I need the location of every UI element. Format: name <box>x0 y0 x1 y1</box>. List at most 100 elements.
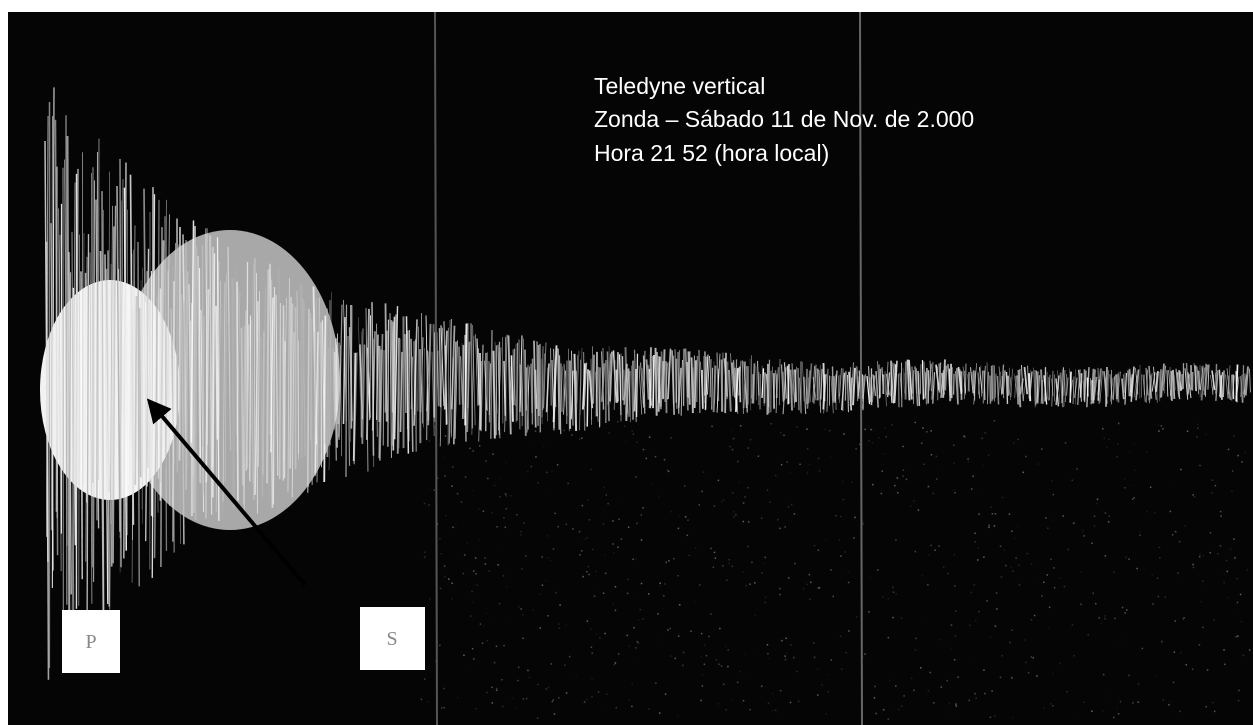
trace-stroke <box>988 526 990 529</box>
trace-stroke <box>1239 593 1242 596</box>
trace-stroke <box>769 501 771 504</box>
trace-stroke <box>586 537 588 539</box>
trace-stroke <box>552 548 555 550</box>
trace-stroke <box>1218 601 1220 603</box>
trace-stroke <box>1009 641 1011 644</box>
trace-stroke <box>808 573 811 576</box>
trace-stroke <box>664 362 669 403</box>
trace-stroke <box>216 237 220 521</box>
trace-stroke <box>245 324 250 471</box>
trace-stroke <box>1083 370 1087 403</box>
trace-stroke <box>1230 374 1232 400</box>
trace-stroke <box>1159 556 1161 559</box>
trace-stroke <box>812 365 815 403</box>
trace-stroke <box>428 504 430 506</box>
trace-stroke <box>488 363 491 415</box>
trace-stroke <box>495 687 498 690</box>
trace-stroke <box>1046 574 1049 576</box>
trace-stroke <box>466 665 469 668</box>
trace-stroke <box>209 235 213 515</box>
trace-stroke <box>96 152 99 521</box>
trace-stroke <box>700 655 703 658</box>
trace-stroke <box>572 528 574 530</box>
trace-stroke <box>604 572 607 575</box>
trace-stroke <box>532 609 534 611</box>
trace-stroke <box>1146 451 1148 453</box>
trace-stroke <box>606 693 608 695</box>
trace-stroke <box>877 569 879 571</box>
trace-stroke <box>602 523 605 525</box>
trace-stroke <box>1057 370 1061 405</box>
trace-stroke <box>382 350 385 446</box>
trace-stroke <box>1198 644 1201 646</box>
trace-stroke <box>198 267 201 458</box>
trace-stroke <box>950 647 952 649</box>
trace-stroke <box>754 614 757 616</box>
trace-stroke <box>1000 575 1003 578</box>
trace-stroke <box>782 367 787 415</box>
trace-stroke <box>1186 430 1189 432</box>
trace-stroke <box>569 654 572 656</box>
trace-stroke <box>1237 699 1240 702</box>
trace-stroke <box>1197 370 1201 390</box>
trace-stroke <box>624 440 627 443</box>
trace-stroke <box>779 527 781 530</box>
trace-stroke <box>988 524 990 527</box>
trace-stroke <box>1051 370 1054 407</box>
trace-stroke <box>518 605 520 608</box>
trace-stroke <box>665 561 667 564</box>
trace-stroke <box>853 537 855 539</box>
trace-stroke <box>928 425 931 428</box>
trace-stroke <box>1228 365 1231 399</box>
trace-stroke <box>178 227 181 461</box>
trace-stroke <box>604 511 607 514</box>
trace-stroke <box>485 460 487 462</box>
trace-stroke <box>1223 649 1225 651</box>
trace-stroke <box>604 632 606 635</box>
trace-stroke <box>1236 609 1238 611</box>
trace-stroke <box>1231 470 1234 472</box>
trace-stroke <box>451 598 454 600</box>
trace-stroke <box>450 325 456 410</box>
trace-stroke <box>1011 677 1013 679</box>
trace-stroke <box>795 426 798 428</box>
trace-stroke <box>488 570 490 572</box>
trace-stroke <box>521 338 524 427</box>
trace-stroke <box>690 357 694 414</box>
trace-stroke <box>843 433 845 435</box>
trace-stroke <box>637 642 639 644</box>
trace-stroke <box>628 645 630 648</box>
trace-stroke <box>270 297 274 453</box>
trace-stroke <box>1124 372 1128 405</box>
trace-stroke <box>739 425 742 427</box>
trace-stroke <box>806 583 808 586</box>
trace-stroke <box>881 470 883 472</box>
trace-stroke <box>1074 377 1078 398</box>
trace-stroke <box>897 708 900 711</box>
trace-stroke <box>1212 701 1214 704</box>
trace-stroke <box>208 236 212 476</box>
trace-stroke <box>588 573 590 576</box>
trace-stroke <box>1164 596 1167 599</box>
trace-stroke <box>728 558 730 561</box>
trace-stroke <box>1145 369 1148 403</box>
trace-stroke <box>1017 525 1019 528</box>
trace-stroke <box>279 303 282 480</box>
trace-stroke <box>78 234 80 606</box>
trace-stroke <box>695 356 699 403</box>
trace-stroke <box>921 360 924 400</box>
trace-stroke <box>530 465 532 468</box>
trace-stroke <box>1108 438 1110 441</box>
trace-stroke <box>642 618 644 620</box>
trace-stroke <box>772 692 774 695</box>
arrow <box>146 398 307 587</box>
trace-stroke <box>546 535 549 537</box>
trace-stroke <box>471 647 474 650</box>
trace-stroke <box>458 346 461 405</box>
trace-stroke <box>1021 576 1024 579</box>
trace-stroke <box>684 516 687 518</box>
trace-stroke <box>1198 555 1201 558</box>
trace-stroke <box>1231 490 1233 493</box>
trace-stroke <box>516 513 518 516</box>
trace-stroke <box>803 588 805 590</box>
